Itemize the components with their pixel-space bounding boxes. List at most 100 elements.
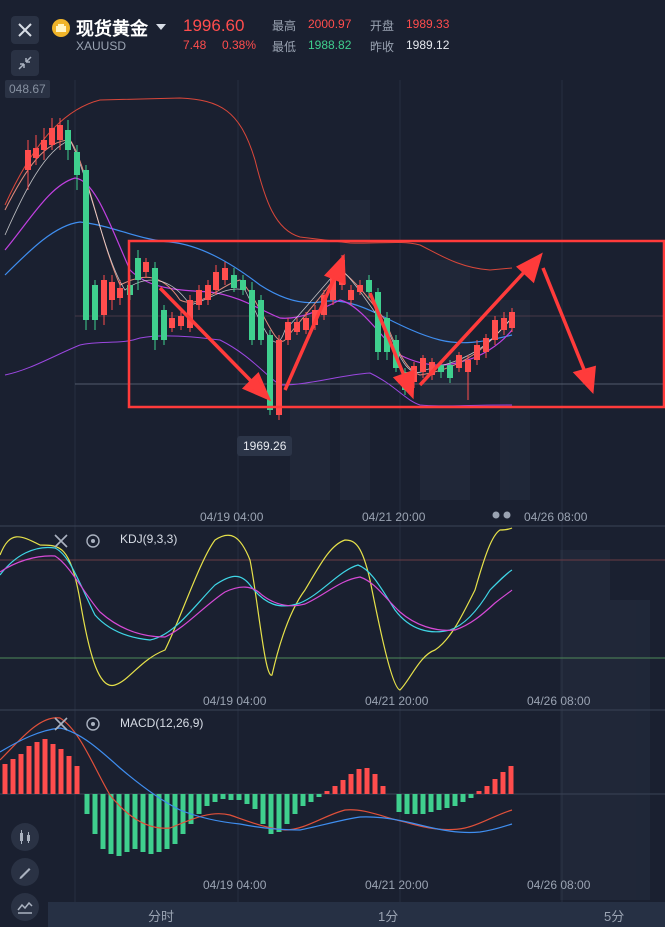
tab-5min[interactable]: 5分 <box>604 909 625 924</box>
candle-body <box>447 365 453 378</box>
candle-body <box>240 280 246 290</box>
kdj-j-line <box>0 527 513 691</box>
price-scale-tag: 048.67 <box>5 80 50 98</box>
candle-body <box>83 170 89 320</box>
grid <box>74 80 563 902</box>
macd-bar <box>188 794 194 824</box>
main-x-label: 04/26 08:00 <box>524 510 588 524</box>
macd-bar <box>396 794 402 812</box>
candle-body <box>161 310 167 340</box>
macd-x-label: 04/26 08:00 <box>527 878 591 892</box>
scroll-dot-icon[interactable] <box>503 511 511 519</box>
macd-bar <box>292 794 298 814</box>
candle-body <box>152 268 158 340</box>
candle-type-button[interactable] <box>11 823 39 851</box>
macd-x-label: 04/21 20:00 <box>365 878 429 892</box>
macd-bar <box>148 794 154 854</box>
macd-bar <box>268 794 274 834</box>
chart-canvas[interactable]: 04/19 04:00 04/21 20:00 04/26 08:00 04/1… <box>0 0 665 902</box>
candle-body <box>456 355 462 368</box>
chevron-down-icon[interactable] <box>156 24 166 30</box>
macd-bar <box>220 794 226 799</box>
macd-bar <box>508 766 514 794</box>
candle-body <box>143 262 149 272</box>
macd-bar <box>18 754 24 794</box>
candle-body <box>187 300 193 328</box>
macd-bar <box>50 744 56 794</box>
macd-bar <box>58 749 64 794</box>
macd-bar <box>212 794 218 802</box>
gold-coin-icon <box>52 19 70 37</box>
macd-bar <box>420 794 426 814</box>
candle-body <box>65 130 71 150</box>
price-change-percent: 0.38% <box>222 38 257 52</box>
prev-close-label: 昨收 <box>370 40 395 54</box>
candle-body <box>474 345 480 360</box>
candle-body <box>74 152 80 175</box>
candle-body <box>41 140 47 150</box>
macd-bar <box>252 794 258 809</box>
macd-bar <box>156 794 162 852</box>
macd-bar <box>348 774 354 794</box>
ma-purple-line <box>4 177 513 366</box>
indicator-button[interactable] <box>11 893 39 921</box>
macd-bar <box>492 779 498 794</box>
macd-bar <box>74 766 80 794</box>
macd-title: MACD(12,26,9) <box>120 716 204 730</box>
macd-bar <box>356 769 362 794</box>
macd-bar <box>244 794 250 804</box>
macd-bar <box>452 794 458 806</box>
candle-body <box>501 318 507 330</box>
candle-body <box>117 288 123 298</box>
candle-body <box>285 322 291 340</box>
candle-body <box>33 148 39 158</box>
candle-body <box>213 272 219 290</box>
macd-bar <box>10 759 16 794</box>
candle-body <box>178 316 184 326</box>
macd-bar <box>316 794 322 797</box>
macd-bar <box>132 794 138 849</box>
instrument-title[interactable]: 现货黄金 <box>76 19 148 39</box>
macd-bar <box>300 794 306 806</box>
kdj-title: KDJ(9,3,3) <box>120 532 178 546</box>
macd-bar <box>164 794 170 849</box>
open-value: 1989.33 <box>406 17 450 31</box>
macd-close-icon[interactable] <box>54 717 68 731</box>
prev-close-value: 1989.12 <box>406 38 450 52</box>
macd-x-label: 04/19 04:00 <box>203 878 267 892</box>
candle-body <box>420 358 426 372</box>
candle-body <box>429 362 435 375</box>
candle-body <box>438 365 444 372</box>
macd-bar <box>124 794 130 852</box>
boll-lower-line <box>4 335 513 407</box>
candle-body <box>465 360 471 372</box>
candle-body <box>492 320 498 340</box>
annotation-box <box>127 239 665 409</box>
tab-timeshare[interactable]: 分时 <box>148 909 175 924</box>
draw-tool-button[interactable] <box>11 858 39 886</box>
candle-body <box>109 282 115 300</box>
kdj-close-icon[interactable] <box>54 534 68 548</box>
macd-bar <box>92 794 98 834</box>
collapse-button[interactable] <box>11 50 39 76</box>
tab-1min[interactable]: 1分 <box>378 909 399 924</box>
candle-body <box>509 312 515 328</box>
close-button[interactable] <box>11 16 39 44</box>
macd-bar <box>42 739 48 794</box>
indicator-icon <box>17 901 33 914</box>
collapse-icon <box>18 56 32 70</box>
candle-body <box>357 285 363 292</box>
macd-dif-line <box>0 717 513 831</box>
kdj-x-label: 04/21 20:00 <box>365 694 429 708</box>
kdj-settings-icon[interactable] <box>86 534 100 548</box>
macd-settings-icon[interactable] <box>86 717 100 731</box>
macd-bar <box>372 774 378 794</box>
draw-pen-icon <box>19 868 31 879</box>
scroll-dot-icon[interactable] <box>492 511 500 519</box>
candle-body <box>303 318 309 330</box>
kdj-x-label: 04/26 08:00 <box>527 694 591 708</box>
macd-bar <box>476 791 482 794</box>
main-x-label: 04/21 20:00 <box>362 510 426 524</box>
candle-body <box>483 338 489 352</box>
candle-body <box>330 275 336 300</box>
